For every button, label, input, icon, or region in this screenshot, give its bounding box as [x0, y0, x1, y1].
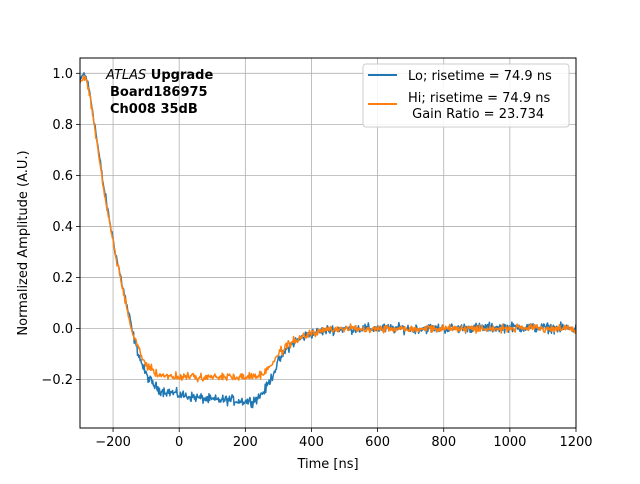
annotation-line-1: ATLAS Upgrade [105, 68, 213, 83]
y-tick-label: 0.6 [52, 169, 73, 184]
y-tick-label: 1.0 [52, 67, 73, 82]
x-tick-label: 400 [299, 435, 324, 450]
y-tick-label: 0.4 [52, 220, 73, 235]
x-axis-label: Time [ns] [296, 457, 358, 472]
annotation-atlas: ATLAS [105, 68, 146, 83]
legend-label-lo: Lo; risetime = 74.9 ns [408, 69, 552, 84]
annotation-upgrade: Upgrade [146, 68, 213, 83]
x-axis-ticks: −200 0 200 400 600 800 1000 1200 [95, 428, 593, 450]
y-tick-label: 0.0 [52, 322, 73, 337]
x-tick-label: −200 [95, 435, 131, 450]
y-axis-ticks: −0.2 0.0 0.2 0.4 0.6 0.8 1.0 [41, 67, 80, 388]
atlas-annotation: ATLAS Upgrade Board186975 Ch008 35dB [105, 68, 213, 117]
y-axis-label: Normalized Amplitude (A.U.) [16, 150, 31, 335]
y-tick-label: 0.2 [52, 271, 73, 286]
legend: Lo; risetime = 74.9 ns Hi; risetime = 74… [362, 63, 570, 128]
legend-label-hi-line: Gain Ratio = 23.734 [408, 107, 544, 122]
x-tick-label: 200 [233, 435, 258, 450]
x-tick-label: 1200 [559, 435, 592, 450]
annotation-channel: Ch008 35dB [110, 102, 198, 117]
y-tick-label: −0.2 [41, 373, 73, 388]
legend-box [362, 63, 570, 128]
series-line-hi [80, 74, 576, 383]
legend-label-hi: Hi; risetime = 74.9 ns Gain Ratio = 23.7… [408, 91, 550, 122]
x-tick-label: 1000 [493, 435, 526, 450]
annotation-board: Board186975 [110, 85, 208, 100]
x-tick-label: 0 [175, 435, 183, 450]
legend-label-hi-line: Hi; risetime = 74.9 ns [408, 91, 550, 106]
x-tick-label: 800 [431, 435, 456, 450]
series-layer [80, 72, 576, 409]
x-tick-label: 600 [365, 435, 390, 450]
y-tick-label: 0.8 [52, 118, 73, 133]
plot-frame [79, 57, 577, 429]
